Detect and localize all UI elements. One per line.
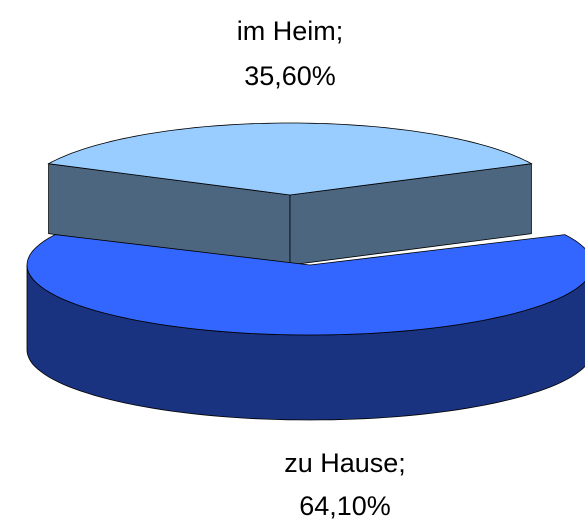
slice-top	[26, 234, 585, 336]
pie	[26, 122, 585, 421]
slice-value-label: 35,60%	[244, 61, 336, 91]
slice-label: zu Hause;	[284, 448, 406, 478]
slice-top	[47, 122, 533, 196]
slice-label: im Heim;	[237, 16, 344, 46]
slice-value-label: 64,10%	[299, 491, 391, 521]
